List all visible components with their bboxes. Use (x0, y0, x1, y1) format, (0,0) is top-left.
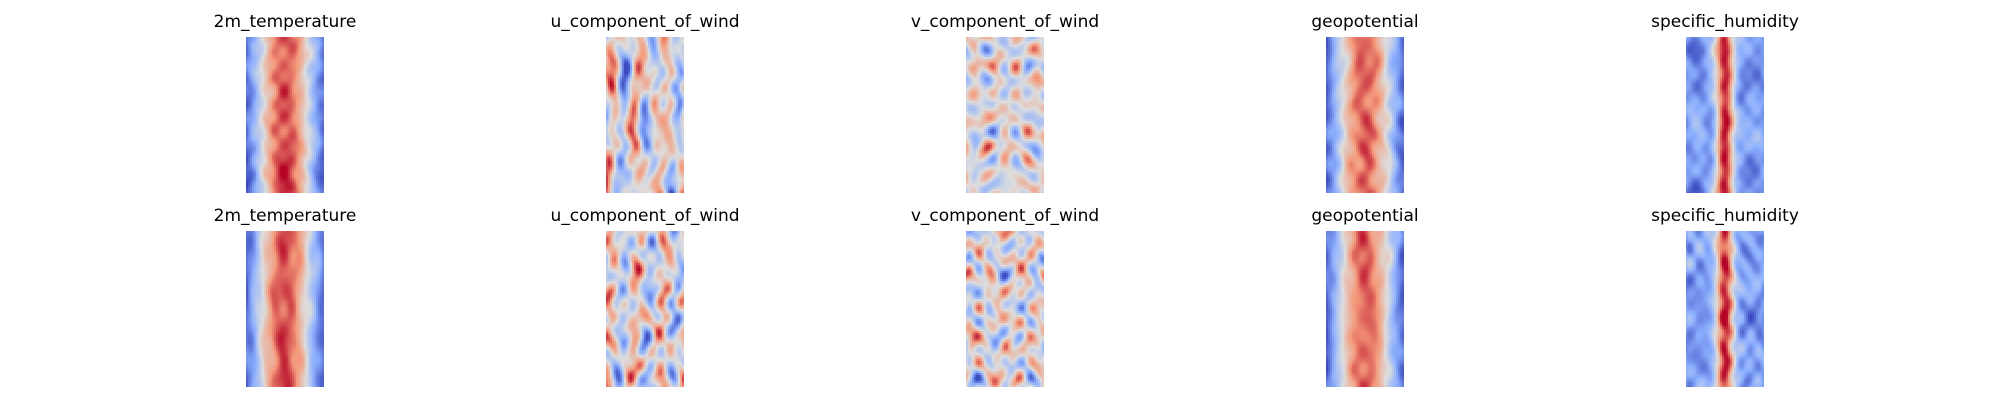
panel-title: geopotential (1215, 206, 1515, 226)
heatmap-specific_humidity (1686, 37, 1764, 193)
heatmap-2m_temperature (246, 37, 324, 193)
heatmap-u_component_of_wind (606, 37, 684, 193)
panel-title: v_component_of_wind (855, 206, 1155, 226)
heatmap-v_component_of_wind (966, 231, 1044, 387)
heatmap-geopotential (1326, 231, 1404, 387)
panel-title: specific_humidity (1575, 12, 1875, 32)
heatmap-v_component_of_wind (966, 37, 1044, 193)
heatmap-geopotential (1326, 37, 1404, 193)
heatmap-u_component_of_wind (606, 231, 684, 387)
panel-title: u_component_of_wind (495, 206, 795, 226)
panel-title: 2m_temperature (135, 206, 435, 226)
panel-title: specific_humidity (1575, 206, 1875, 226)
heatmap-2m_temperature (246, 231, 324, 387)
panel-title: geopotential (1215, 12, 1515, 32)
panel-title: 2m_temperature (135, 12, 435, 32)
heatmap-specific_humidity (1686, 231, 1764, 387)
panel-title: v_component_of_wind (855, 12, 1155, 32)
panel-title: u_component_of_wind (495, 12, 795, 32)
